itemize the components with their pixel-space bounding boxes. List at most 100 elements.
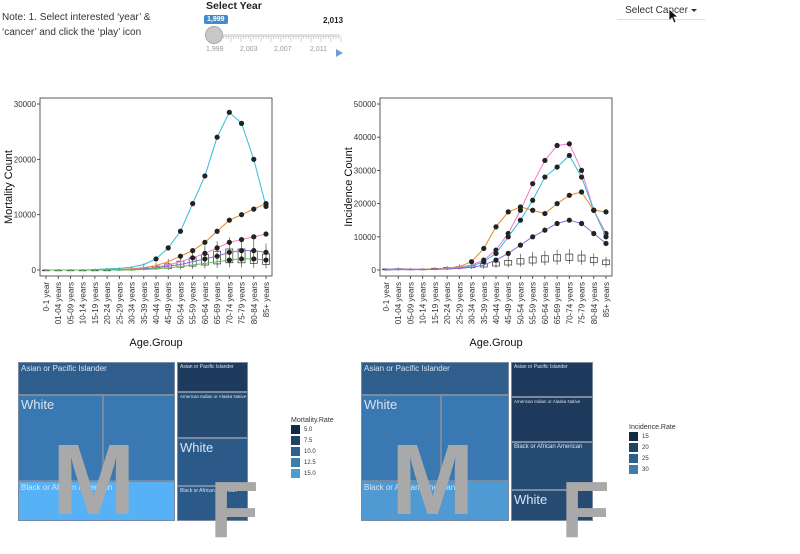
treemap-cell: Black or African American <box>18 481 175 521</box>
x-tick-label: 80-84 years <box>250 282 259 324</box>
data-point <box>118 269 121 271</box>
y-tick-label: 50000 <box>354 100 377 109</box>
mortality-treemap: Asian or Pacific Islander White Black or A… <box>18 362 259 550</box>
data-point <box>482 264 485 267</box>
legend-swatch <box>629 432 638 441</box>
x-tick-label: 55-59 years <box>189 282 198 324</box>
data-point <box>142 263 145 266</box>
legend-label: 5.0 <box>304 426 313 433</box>
x-tick-label: 30-34 years <box>128 282 137 324</box>
data-point <box>190 248 196 254</box>
data-point <box>238 256 245 262</box>
year-slider-track[interactable] <box>210 34 340 37</box>
treemap-cell: White <box>361 395 441 481</box>
data-point <box>530 181 536 187</box>
y-tick-label: 20000 <box>14 155 37 164</box>
y-axis-label: Incidence Count <box>343 147 355 227</box>
sex-letter: F <box>561 465 610 554</box>
legend-label: 15.0 <box>304 470 316 477</box>
x-tick-label: 15-19 years <box>431 282 440 324</box>
x-tick-label: 40-44 years <box>152 282 161 324</box>
data-point <box>433 268 436 271</box>
box <box>565 253 574 261</box>
data-point <box>263 249 269 255</box>
legend-swatch <box>291 469 300 478</box>
data-point <box>251 206 257 212</box>
x-tick-label: 45-49 years <box>164 282 173 324</box>
year-tick-label: 1,999 <box>206 46 224 53</box>
x-tick-label: 05-09 years <box>66 282 75 324</box>
sex-letter: F <box>210 465 259 554</box>
data-point <box>542 157 548 164</box>
year-slider-title: Select Year <box>206 0 262 12</box>
plot-area <box>379 97 613 277</box>
treemap-cell-label: White <box>514 492 548 507</box>
data-point <box>578 174 585 180</box>
x-tick-label: 0-1 year <box>382 282 391 312</box>
play-icon[interactable] <box>336 49 343 57</box>
treemap-cell-label: Black or African American <box>180 488 237 494</box>
x-tick-label: 35-39 years <box>140 282 149 324</box>
treemap-cell-label: White <box>21 397 55 412</box>
x-tick-label: 80-84 years <box>590 282 599 324</box>
data-point <box>493 224 499 230</box>
box <box>577 254 586 262</box>
data-point <box>130 266 133 269</box>
data-point <box>554 201 560 207</box>
legend-item: 12.5 <box>291 457 334 468</box>
year-slider-handle[interactable] <box>205 26 223 44</box>
data-point <box>179 263 182 266</box>
data-point <box>530 197 536 203</box>
treemap-cell: White <box>177 438 248 486</box>
data-point <box>226 257 232 263</box>
data-point <box>251 256 257 262</box>
legend-swatch <box>291 436 300 445</box>
x-tick-label: 65-69 years <box>553 282 562 324</box>
sex-letter: M <box>52 424 136 536</box>
x-tick-label: 10-14 years <box>419 282 428 324</box>
data-point <box>130 269 133 271</box>
x-tick-label: 15-19 years <box>91 282 100 324</box>
data-point <box>202 256 208 262</box>
data-point <box>493 257 499 263</box>
box <box>516 258 525 265</box>
data-point <box>505 250 511 256</box>
data-point <box>106 269 109 271</box>
data-point <box>167 265 170 268</box>
data-point <box>69 269 72 271</box>
legend-item: 7.5 <box>291 435 334 446</box>
legend-swatch <box>629 443 638 452</box>
data-point <box>165 245 171 251</box>
x-tick-label: 85+ years <box>262 282 271 317</box>
box <box>541 255 549 263</box>
x-tick-label: 70-74 years <box>565 282 574 324</box>
data-point <box>81 269 84 271</box>
sex-letter: M <box>391 424 475 536</box>
y-tick-label: 30000 <box>354 166 377 175</box>
treemap-cell-label: Asian or Pacific Islander <box>180 364 234 370</box>
y-tick-label: 10000 <box>354 233 377 242</box>
box <box>553 254 561 262</box>
legend-item: 20 <box>629 442 676 453</box>
data-point <box>153 256 159 262</box>
data-point <box>263 201 269 207</box>
legend-swatch <box>291 458 300 467</box>
treemap-cell-label: American Indian or Alaska Native <box>180 394 247 399</box>
data-point <box>202 250 208 256</box>
legend-item: 15 <box>629 431 676 442</box>
data-point <box>603 240 609 247</box>
data-point <box>566 152 572 159</box>
data-point <box>214 253 220 259</box>
data-point <box>191 264 194 267</box>
data-point <box>177 253 184 259</box>
select-cancer-dropdown[interactable]: Select Cancer <box>617 1 705 20</box>
data-point <box>554 220 560 227</box>
box <box>504 260 513 266</box>
data-point <box>226 217 232 223</box>
x-axis-label: Age.Group <box>129 337 182 349</box>
data-point <box>142 268 145 271</box>
treemap-cell: Black or African American <box>511 442 593 490</box>
legend-swatch <box>629 465 638 474</box>
treemap-cell-label: White <box>364 397 398 412</box>
treemap-cell-label: Black or African American <box>21 483 113 492</box>
